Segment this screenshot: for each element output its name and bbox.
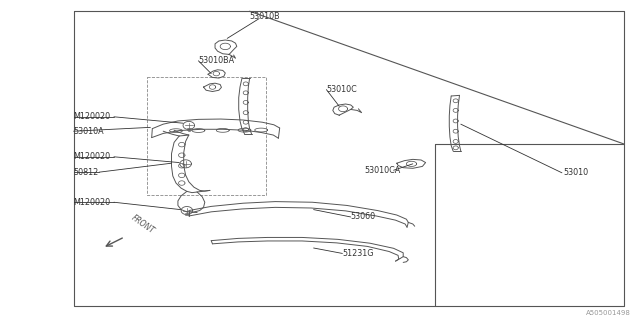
Text: 53060: 53060 <box>351 212 376 221</box>
Text: M120020: M120020 <box>74 112 111 121</box>
Text: 53010: 53010 <box>563 168 588 177</box>
Text: 53010C: 53010C <box>326 85 357 94</box>
Text: M120020: M120020 <box>74 198 111 207</box>
Text: 53010A: 53010A <box>74 127 104 136</box>
Text: FRONT: FRONT <box>130 213 156 235</box>
Text: 53010CA: 53010CA <box>365 166 401 175</box>
Text: 50812: 50812 <box>74 168 99 177</box>
Text: M120020: M120020 <box>74 152 111 161</box>
Text: 53010BA: 53010BA <box>198 56 234 65</box>
Text: 53010B: 53010B <box>250 12 280 21</box>
Text: 51231G: 51231G <box>342 249 374 258</box>
Text: A505001498: A505001498 <box>586 310 630 316</box>
